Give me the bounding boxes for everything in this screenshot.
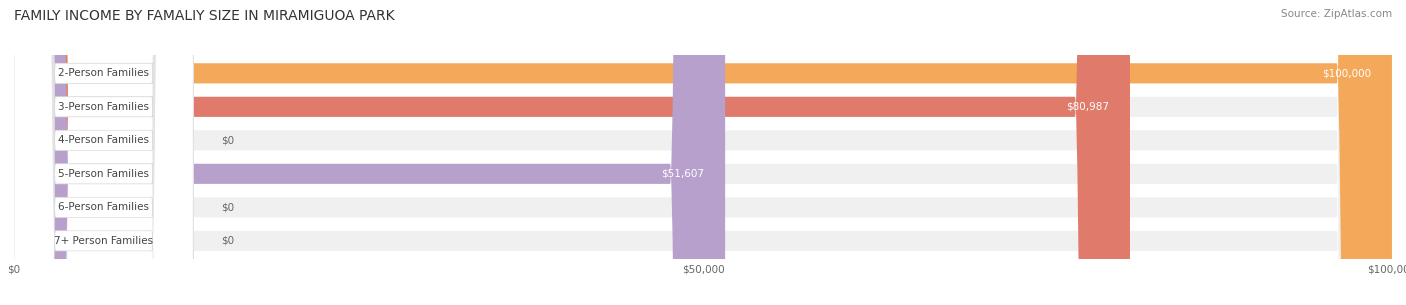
Text: $0: $0 [221,135,233,145]
Text: $0: $0 [221,202,233,212]
FancyBboxPatch shape [14,0,1392,305]
FancyBboxPatch shape [14,0,193,305]
FancyBboxPatch shape [14,0,1392,305]
FancyBboxPatch shape [14,0,725,305]
FancyBboxPatch shape [14,0,1392,305]
FancyBboxPatch shape [14,0,193,305]
Text: 2-Person Families: 2-Person Families [58,68,149,78]
Text: 6-Person Families: 6-Person Families [58,202,149,212]
Text: 4-Person Families: 4-Person Families [58,135,149,145]
FancyBboxPatch shape [14,0,1392,305]
FancyBboxPatch shape [14,0,1130,305]
Text: $80,987: $80,987 [1066,102,1109,112]
Text: 7+ Person Families: 7+ Person Families [53,236,153,246]
FancyBboxPatch shape [14,0,1392,305]
FancyBboxPatch shape [14,0,1392,305]
Text: $0: $0 [221,236,233,246]
FancyBboxPatch shape [14,0,193,305]
Text: 5-Person Families: 5-Person Families [58,169,149,179]
Text: 3-Person Families: 3-Person Families [58,102,149,112]
FancyBboxPatch shape [14,0,1392,305]
FancyBboxPatch shape [14,0,193,305]
Text: Source: ZipAtlas.com: Source: ZipAtlas.com [1281,9,1392,19]
Text: $51,607: $51,607 [661,169,704,179]
Text: $100,000: $100,000 [1322,68,1371,78]
FancyBboxPatch shape [14,0,193,305]
FancyBboxPatch shape [14,0,193,305]
Text: FAMILY INCOME BY FAMALIY SIZE IN MIRAMIGUOA PARK: FAMILY INCOME BY FAMALIY SIZE IN MIRAMIG… [14,9,395,23]
